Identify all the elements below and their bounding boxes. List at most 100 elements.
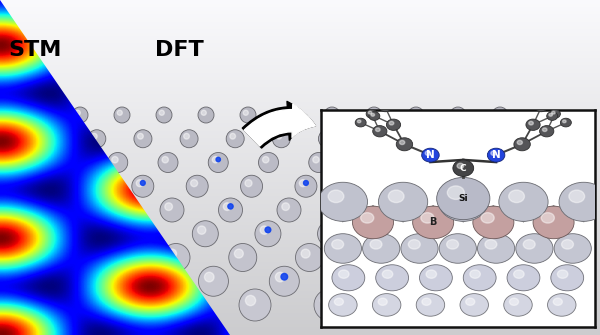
Circle shape bbox=[239, 289, 271, 321]
Circle shape bbox=[460, 152, 479, 173]
Text: C: C bbox=[460, 164, 467, 173]
Circle shape bbox=[158, 152, 178, 173]
Circle shape bbox=[396, 138, 413, 151]
Circle shape bbox=[114, 107, 130, 123]
Circle shape bbox=[319, 130, 337, 148]
Circle shape bbox=[568, 249, 577, 258]
Circle shape bbox=[551, 265, 584, 291]
Circle shape bbox=[573, 226, 581, 234]
Circle shape bbox=[112, 156, 118, 163]
Circle shape bbox=[399, 203, 406, 210]
Circle shape bbox=[354, 180, 361, 187]
Circle shape bbox=[88, 130, 106, 148]
Circle shape bbox=[282, 107, 298, 123]
Circle shape bbox=[296, 244, 323, 271]
Circle shape bbox=[281, 273, 287, 280]
Circle shape bbox=[545, 295, 556, 306]
Circle shape bbox=[539, 289, 571, 321]
Circle shape bbox=[370, 240, 382, 249]
Circle shape bbox=[346, 272, 356, 282]
Circle shape bbox=[557, 270, 568, 278]
Circle shape bbox=[136, 180, 143, 187]
Circle shape bbox=[568, 221, 594, 247]
Circle shape bbox=[260, 226, 268, 234]
Circle shape bbox=[365, 130, 383, 148]
Circle shape bbox=[363, 156, 370, 163]
Circle shape bbox=[373, 294, 401, 316]
Circle shape bbox=[509, 298, 518, 306]
Circle shape bbox=[362, 234, 400, 263]
Circle shape bbox=[324, 234, 361, 263]
Circle shape bbox=[95, 295, 106, 306]
Circle shape bbox=[340, 203, 348, 210]
Circle shape bbox=[382, 270, 393, 278]
Circle shape bbox=[317, 221, 344, 247]
Circle shape bbox=[485, 240, 497, 249]
Circle shape bbox=[212, 156, 218, 163]
Circle shape bbox=[408, 107, 424, 123]
Circle shape bbox=[446, 240, 458, 249]
Circle shape bbox=[448, 186, 464, 199]
Circle shape bbox=[437, 178, 490, 220]
Circle shape bbox=[329, 294, 357, 316]
Circle shape bbox=[394, 198, 418, 222]
Circle shape bbox=[457, 130, 475, 148]
Circle shape bbox=[565, 273, 571, 280]
Circle shape bbox=[554, 234, 592, 263]
Circle shape bbox=[574, 203, 582, 210]
Circle shape bbox=[547, 112, 557, 120]
Circle shape bbox=[14, 289, 46, 321]
Circle shape bbox=[230, 133, 236, 139]
Circle shape bbox=[542, 128, 547, 131]
Circle shape bbox=[334, 298, 343, 306]
Circle shape bbox=[538, 105, 541, 108]
Circle shape bbox=[457, 203, 465, 210]
Circle shape bbox=[429, 244, 457, 271]
Circle shape bbox=[29, 244, 56, 271]
Circle shape bbox=[563, 244, 590, 271]
Circle shape bbox=[376, 128, 380, 131]
Circle shape bbox=[338, 270, 349, 278]
Circle shape bbox=[564, 156, 571, 163]
Circle shape bbox=[245, 180, 252, 187]
Circle shape bbox=[162, 156, 169, 163]
Circle shape bbox=[245, 295, 256, 306]
Circle shape bbox=[549, 130, 567, 148]
Circle shape bbox=[369, 112, 380, 120]
Circle shape bbox=[548, 294, 576, 316]
Circle shape bbox=[72, 107, 88, 123]
Circle shape bbox=[378, 298, 387, 306]
Circle shape bbox=[569, 190, 584, 203]
Circle shape bbox=[352, 273, 358, 280]
Circle shape bbox=[265, 227, 271, 233]
Circle shape bbox=[514, 270, 524, 278]
Circle shape bbox=[368, 111, 372, 114]
Circle shape bbox=[58, 152, 77, 173]
Text: STM: STM bbox=[8, 40, 61, 60]
Circle shape bbox=[358, 120, 361, 123]
Circle shape bbox=[559, 272, 568, 282]
Circle shape bbox=[156, 107, 172, 123]
Circle shape bbox=[34, 249, 43, 258]
Circle shape bbox=[553, 298, 562, 306]
Circle shape bbox=[272, 130, 290, 148]
Circle shape bbox=[411, 266, 441, 296]
Circle shape bbox=[332, 240, 344, 249]
Circle shape bbox=[421, 213, 434, 223]
Circle shape bbox=[422, 148, 439, 162]
Circle shape bbox=[191, 180, 197, 187]
Circle shape bbox=[371, 114, 374, 116]
Circle shape bbox=[269, 266, 299, 296]
Text: N: N bbox=[426, 150, 435, 160]
Circle shape bbox=[368, 133, 374, 139]
Circle shape bbox=[448, 226, 457, 234]
Circle shape bbox=[167, 249, 176, 258]
Circle shape bbox=[523, 240, 535, 249]
Circle shape bbox=[536, 103, 547, 112]
Circle shape bbox=[159, 110, 164, 115]
Circle shape bbox=[409, 240, 420, 249]
Circle shape bbox=[419, 265, 452, 291]
Circle shape bbox=[482, 266, 512, 296]
Circle shape bbox=[457, 163, 464, 169]
Circle shape bbox=[514, 156, 520, 163]
